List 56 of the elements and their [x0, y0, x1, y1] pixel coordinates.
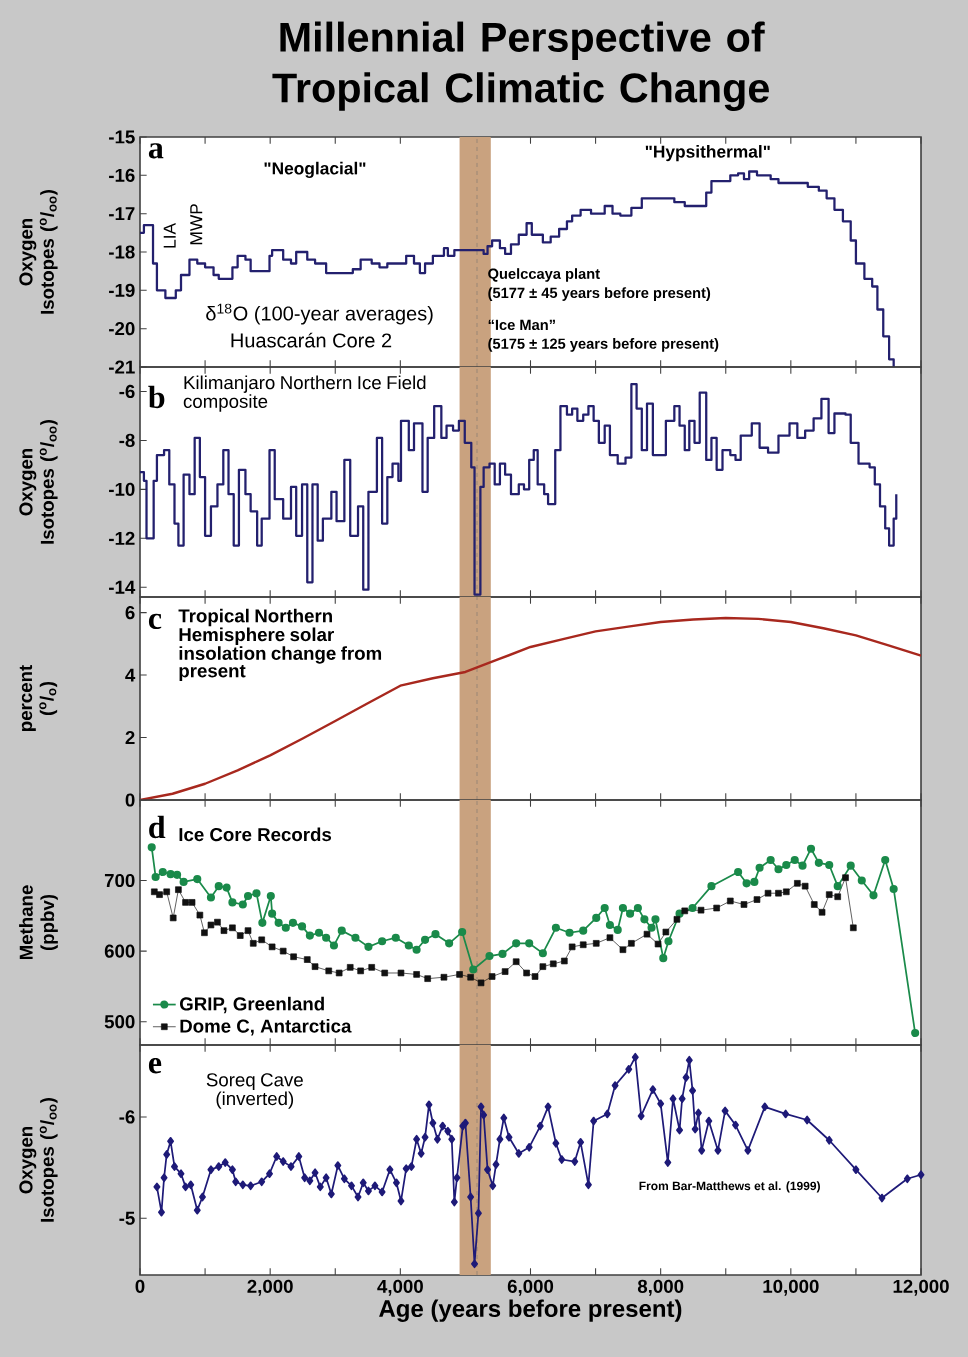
annotation: e: [148, 1058, 162, 1074]
x-tick-label: 12,000: [893, 1279, 949, 1296]
y-tick-label: -10: [109, 482, 135, 496]
annotation: Quelccaya plant: [488, 268, 600, 282]
y-tick-label: -12: [109, 531, 135, 545]
y-axis-title: Oxygen Isotopes ($^{o}$/$_{oo}$): [19, 189, 58, 314]
y-tick-label: -21: [109, 360, 135, 374]
x-tick-label: 8,000: [637, 1279, 684, 1296]
y-tick-label: 500: [104, 1015, 135, 1029]
annotation: Kilimanjaro Northern Ice Field composite: [183, 375, 426, 412]
y-tick-label: -8: [119, 433, 135, 448]
annotation: b: [148, 385, 165, 409]
y-tick-label: -19: [109, 283, 135, 297]
y-tick-label: 6: [125, 606, 135, 620]
y-tick-label: -6: [119, 384, 135, 399]
x-tick-label: 10,000: [763, 1279, 819, 1296]
y-axis-title: Oxygen Isotopes ($^{o}$/$_{oo}$): [19, 419, 58, 544]
x-tick-label: 2,000: [247, 1279, 293, 1296]
x-tick-label: 4,000: [377, 1279, 423, 1296]
y-axis-title: Oxygen Isotopes ($^{o}$/$_{oo}$): [19, 1098, 58, 1222]
annotation: c: [148, 613, 162, 630]
x-tick-label: 6,000: [507, 1279, 554, 1296]
annotation: "Hypsithermal": [645, 145, 770, 162]
y-tick-label: -17: [109, 207, 135, 221]
y-tick-label: -18: [109, 245, 135, 259]
annotation: From Bar-Matthews et al. (1999): [639, 1181, 820, 1193]
y-tick-label: 0: [125, 793, 135, 807]
annotation: Huascarán Core 2: [231, 332, 392, 348]
x-axis-title: Age (years before present): [379, 1299, 682, 1322]
legend-label: GRIP, Greenland: [180, 996, 324, 1014]
annotation: (5175 ± 125 years before present): [488, 338, 719, 352]
annotation: a: [148, 143, 164, 159]
annotation: “Ice Man”: [488, 319, 555, 331]
annotation: δ$^{18}$O (100-year averages): [206, 303, 433, 325]
annotation: (5177 ± 45 years before present): [488, 287, 711, 301]
y-axis-title: Methane (ppbv): [19, 885, 58, 960]
y-tick-label: -16: [109, 168, 135, 182]
y-tick-label: -20: [109, 322, 135, 336]
annotation: d: [149, 815, 166, 839]
annotation: "Neoglacial": [264, 161, 366, 179]
y-tick-label: -15: [109, 130, 135, 144]
y-tick-label: 2: [125, 731, 135, 745]
annotation: Soreq Cave (inverted): [206, 1073, 303, 1109]
y-tick-label: -5: [119, 1211, 135, 1225]
annotation: Tropical Northern Hemisphere solar insolation change from present: [178, 608, 382, 682]
legend-label: Dome C, Antarctica: [180, 1018, 352, 1036]
y-tick-label: 700: [104, 873, 135, 888]
y-tick-label: 600: [104, 944, 135, 958]
y-tick-label: 4: [125, 668, 136, 682]
annotation: Ice Core Records: [179, 827, 332, 842]
annotation: MWP: [190, 204, 203, 245]
y-tick-label: -6: [119, 1110, 135, 1124]
x-tick-label: 0: [135, 1279, 145, 1293]
chart-title: Millennial Perspective of Tropical Climatic Change: [272, 21, 769, 111]
y-tick-label: -14: [109, 580, 136, 594]
annotation: LIA: [163, 222, 176, 248]
